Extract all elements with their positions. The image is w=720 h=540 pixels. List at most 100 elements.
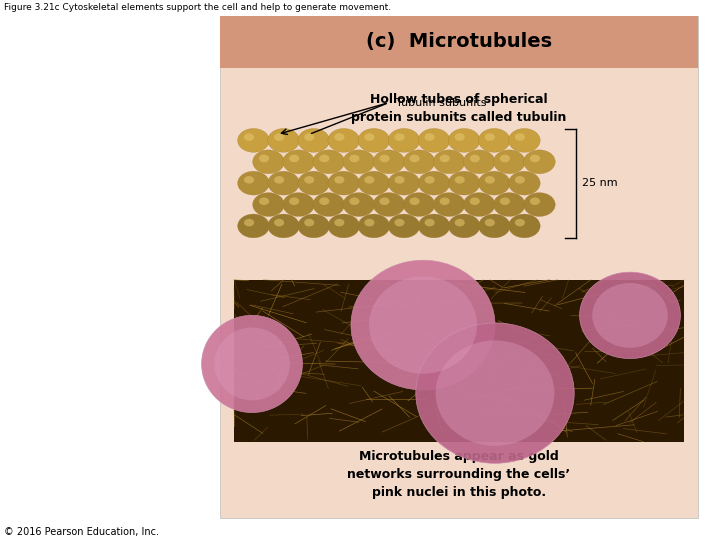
Circle shape	[244, 133, 254, 141]
Circle shape	[464, 193, 495, 217]
Circle shape	[244, 219, 254, 226]
Circle shape	[334, 219, 344, 226]
Circle shape	[349, 198, 359, 205]
Circle shape	[259, 198, 269, 205]
Circle shape	[334, 176, 344, 184]
FancyBboxPatch shape	[220, 16, 698, 518]
Circle shape	[425, 219, 435, 226]
Ellipse shape	[580, 272, 680, 359]
Circle shape	[515, 176, 525, 184]
Circle shape	[508, 214, 540, 238]
Circle shape	[298, 129, 330, 152]
Circle shape	[425, 133, 435, 141]
Circle shape	[319, 154, 329, 162]
FancyBboxPatch shape	[234, 280, 684, 442]
Circle shape	[469, 198, 480, 205]
Circle shape	[500, 198, 510, 205]
Circle shape	[358, 214, 390, 238]
Ellipse shape	[215, 327, 289, 400]
Circle shape	[328, 214, 359, 238]
Circle shape	[449, 171, 480, 195]
Circle shape	[253, 193, 284, 217]
Circle shape	[478, 214, 510, 238]
Circle shape	[274, 219, 284, 226]
Circle shape	[364, 176, 374, 184]
Circle shape	[244, 176, 254, 184]
Text: Microtubules appear as gold
networks surrounding the cells’
pink nuclei in this : Microtubules appear as gold networks sur…	[348, 450, 570, 499]
Circle shape	[283, 150, 315, 174]
Circle shape	[319, 198, 329, 205]
Circle shape	[289, 198, 300, 205]
Circle shape	[508, 171, 540, 195]
Circle shape	[449, 214, 480, 238]
Circle shape	[328, 129, 359, 152]
Circle shape	[508, 129, 540, 152]
Circle shape	[464, 150, 495, 174]
Ellipse shape	[593, 283, 668, 348]
Circle shape	[454, 219, 465, 226]
Circle shape	[358, 129, 390, 152]
Text: (c)  Microtubules: (c) Microtubules	[366, 32, 552, 51]
Circle shape	[440, 154, 450, 162]
Circle shape	[449, 129, 480, 152]
Ellipse shape	[436, 340, 554, 445]
Circle shape	[358, 171, 390, 195]
Circle shape	[440, 198, 450, 205]
Circle shape	[515, 133, 525, 141]
Circle shape	[343, 150, 374, 174]
Text: 25 nm: 25 nm	[582, 178, 618, 188]
Circle shape	[403, 193, 435, 217]
Circle shape	[364, 219, 374, 226]
Circle shape	[289, 154, 300, 162]
Circle shape	[304, 133, 315, 141]
Circle shape	[500, 154, 510, 162]
Circle shape	[515, 219, 525, 226]
Circle shape	[425, 176, 435, 184]
Ellipse shape	[369, 276, 477, 374]
FancyBboxPatch shape	[220, 16, 698, 68]
Circle shape	[410, 198, 420, 205]
Circle shape	[238, 129, 269, 152]
Circle shape	[268, 129, 300, 152]
Circle shape	[418, 129, 450, 152]
Circle shape	[379, 154, 390, 162]
Circle shape	[478, 171, 510, 195]
Circle shape	[493, 193, 525, 217]
Circle shape	[304, 219, 315, 226]
Circle shape	[334, 133, 344, 141]
Ellipse shape	[202, 315, 302, 413]
Circle shape	[485, 219, 495, 226]
Circle shape	[388, 129, 420, 152]
Circle shape	[418, 171, 450, 195]
Circle shape	[298, 171, 330, 195]
Circle shape	[253, 150, 284, 174]
Text: Figure 3.21c Cytoskeletal elements support the cell and help to generate movemen: Figure 3.21c Cytoskeletal elements suppo…	[4, 3, 391, 12]
Circle shape	[523, 193, 555, 217]
Circle shape	[379, 198, 390, 205]
Circle shape	[433, 193, 465, 217]
Circle shape	[373, 150, 405, 174]
Circle shape	[478, 129, 510, 152]
Ellipse shape	[416, 323, 575, 463]
Circle shape	[388, 214, 420, 238]
Circle shape	[530, 198, 540, 205]
Circle shape	[493, 150, 525, 174]
Circle shape	[268, 171, 300, 195]
Circle shape	[485, 176, 495, 184]
Circle shape	[403, 150, 435, 174]
Circle shape	[485, 133, 495, 141]
Circle shape	[343, 193, 374, 217]
Circle shape	[395, 219, 405, 226]
Circle shape	[259, 154, 269, 162]
Circle shape	[283, 193, 315, 217]
Circle shape	[523, 150, 555, 174]
Circle shape	[388, 171, 420, 195]
Circle shape	[298, 214, 330, 238]
Circle shape	[238, 214, 269, 238]
Circle shape	[268, 214, 300, 238]
Ellipse shape	[351, 260, 495, 390]
Circle shape	[469, 154, 480, 162]
Circle shape	[313, 150, 345, 174]
Text: © 2016 Pearson Education, Inc.: © 2016 Pearson Education, Inc.	[4, 527, 158, 537]
Text: Hollow tubes of spherical
protein subunits called tubulin: Hollow tubes of spherical protein subuni…	[351, 92, 567, 124]
